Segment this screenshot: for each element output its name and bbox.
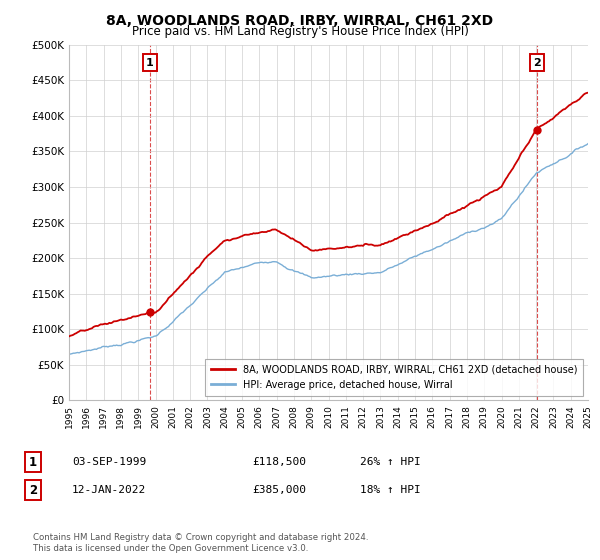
Text: Contains HM Land Registry data © Crown copyright and database right 2024.
This d: Contains HM Land Registry data © Crown c… (33, 533, 368, 553)
Text: 2: 2 (533, 58, 541, 68)
Text: 1: 1 (29, 455, 37, 469)
Legend: 8A, WOODLANDS ROAD, IRBY, WIRRAL, CH61 2XD (detached house), HPI: Average price,: 8A, WOODLANDS ROAD, IRBY, WIRRAL, CH61 2… (205, 359, 583, 395)
Text: 26% ↑ HPI: 26% ↑ HPI (360, 457, 421, 467)
Text: £385,000: £385,000 (252, 485, 306, 495)
Text: 2: 2 (29, 483, 37, 497)
Text: 8A, WOODLANDS ROAD, IRBY, WIRRAL, CH61 2XD: 8A, WOODLANDS ROAD, IRBY, WIRRAL, CH61 2… (106, 14, 494, 28)
Text: Price paid vs. HM Land Registry's House Price Index (HPI): Price paid vs. HM Land Registry's House … (131, 25, 469, 38)
Text: 03-SEP-1999: 03-SEP-1999 (72, 457, 146, 467)
Text: £118,500: £118,500 (252, 457, 306, 467)
Text: 18% ↑ HPI: 18% ↑ HPI (360, 485, 421, 495)
Text: 1: 1 (146, 58, 154, 68)
Text: 12-JAN-2022: 12-JAN-2022 (72, 485, 146, 495)
